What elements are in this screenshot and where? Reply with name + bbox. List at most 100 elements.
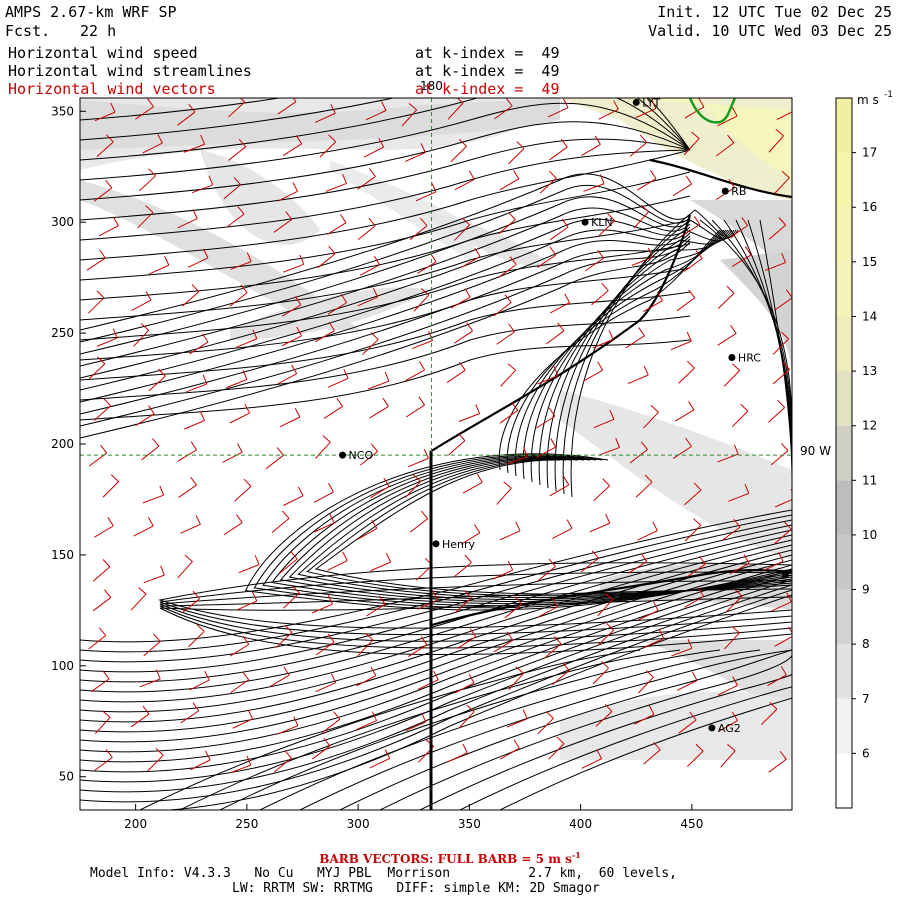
wind-barb <box>598 213 616 237</box>
wind-barb <box>770 442 789 466</box>
colorbar-tick-label: 6 <box>862 746 870 760</box>
wind-barb <box>181 284 200 307</box>
colorbar-tick-label: 17 <box>862 146 877 160</box>
wind-barb <box>189 333 209 355</box>
wind-barb <box>133 323 150 347</box>
wind-barb <box>357 632 374 657</box>
wind-barb <box>450 139 467 163</box>
streamline <box>522 229 727 480</box>
wind-barb <box>98 216 119 237</box>
colorbar-swatch <box>836 589 852 645</box>
wind-barb <box>581 135 601 156</box>
streamline <box>179 649 681 810</box>
colorbar-swatch <box>836 644 852 699</box>
wind-barb <box>460 524 481 545</box>
wind-barb <box>143 633 161 657</box>
streamline <box>80 235 691 415</box>
streamline <box>80 149 691 261</box>
streamline <box>80 196 691 355</box>
wind-barb <box>506 709 528 728</box>
wind-barb <box>222 443 243 463</box>
wind-barb <box>597 592 613 617</box>
streamline <box>530 229 729 483</box>
wind-barb <box>277 716 299 735</box>
wind-barb <box>715 134 735 157</box>
streamline <box>159 580 792 642</box>
wind-barb <box>627 553 648 574</box>
wind-barbs <box>86 98 792 774</box>
wind-barb <box>494 98 513 120</box>
bold-streamline-1 <box>429 214 692 453</box>
y-tick-label: 300 <box>51 215 74 229</box>
wind-barb <box>643 629 665 648</box>
wind-barb <box>94 749 113 771</box>
wind-barb <box>188 624 205 648</box>
colorbar-swatch <box>836 152 852 208</box>
wind-barb <box>631 247 653 266</box>
colorbar-tick-label: 7 <box>862 692 870 706</box>
wind-barb <box>637 670 654 694</box>
streamline <box>80 243 691 341</box>
colorbar-swatch <box>836 371 852 426</box>
wind-barb <box>96 134 114 157</box>
wind-barb <box>684 98 705 119</box>
wind-barb <box>684 518 702 542</box>
wind-barb <box>283 254 305 273</box>
wind-barb <box>282 135 303 156</box>
colorbar-swatch <box>836 698 852 754</box>
wind-barb <box>182 590 200 614</box>
streamline <box>80 315 691 401</box>
wind-barb <box>177 554 193 579</box>
wind-barb <box>593 478 611 502</box>
wind-barb <box>508 141 525 165</box>
wind-barb <box>677 671 698 691</box>
wind-barb <box>680 216 701 237</box>
wind-barb <box>88 356 106 380</box>
wind-barb <box>187 248 209 268</box>
streamline <box>80 529 792 683</box>
wind-barb <box>768 128 784 153</box>
streamline <box>80 229 691 391</box>
valid-time: Valid. 10 UTC Wed 03 Dec 25 <box>648 22 892 40</box>
streamline <box>80 138 691 221</box>
colorbar-frame <box>835 97 853 809</box>
streamline <box>546 229 733 489</box>
station-marker <box>339 451 347 459</box>
y-tick-label: 350 <box>51 104 74 118</box>
wind-barb <box>415 182 437 202</box>
wind-barb <box>370 552 392 572</box>
wind-barb <box>760 701 778 725</box>
colorbar-tick-label: 8 <box>862 637 870 651</box>
streamline <box>306 459 792 597</box>
field-name-speed: Horizontal wind speed <box>8 44 198 62</box>
wind-barb <box>93 179 113 202</box>
wind-barb <box>313 513 335 533</box>
streamline <box>570 209 739 498</box>
streamline <box>159 571 792 636</box>
station-label: LYT <box>642 96 660 109</box>
station-label: Henry <box>442 538 476 551</box>
wind-barb <box>92 589 112 612</box>
wind-barb <box>361 332 379 356</box>
wind-barb <box>279 551 298 574</box>
streamline <box>562 219 737 495</box>
streamlines <box>80 98 792 810</box>
streamline <box>159 596 792 656</box>
wind-barb <box>446 361 466 384</box>
colorbar-swatch <box>836 753 852 808</box>
wind-barb <box>183 134 206 153</box>
streamline <box>80 98 691 151</box>
streamline <box>80 121 691 201</box>
wind-barb <box>357 519 378 540</box>
wind-barb <box>720 744 736 768</box>
station-marker <box>708 724 716 732</box>
streamline <box>279 457 792 603</box>
colorbar-tick-label: 14 <box>862 309 877 323</box>
meridian-label: 180 <box>420 79 443 93</box>
wind-barb <box>453 217 471 241</box>
wind-barb <box>539 170 557 194</box>
wind-barb <box>323 397 343 419</box>
streamline <box>259 649 761 810</box>
wind-barb <box>228 138 246 161</box>
wind-barb <box>137 205 154 229</box>
